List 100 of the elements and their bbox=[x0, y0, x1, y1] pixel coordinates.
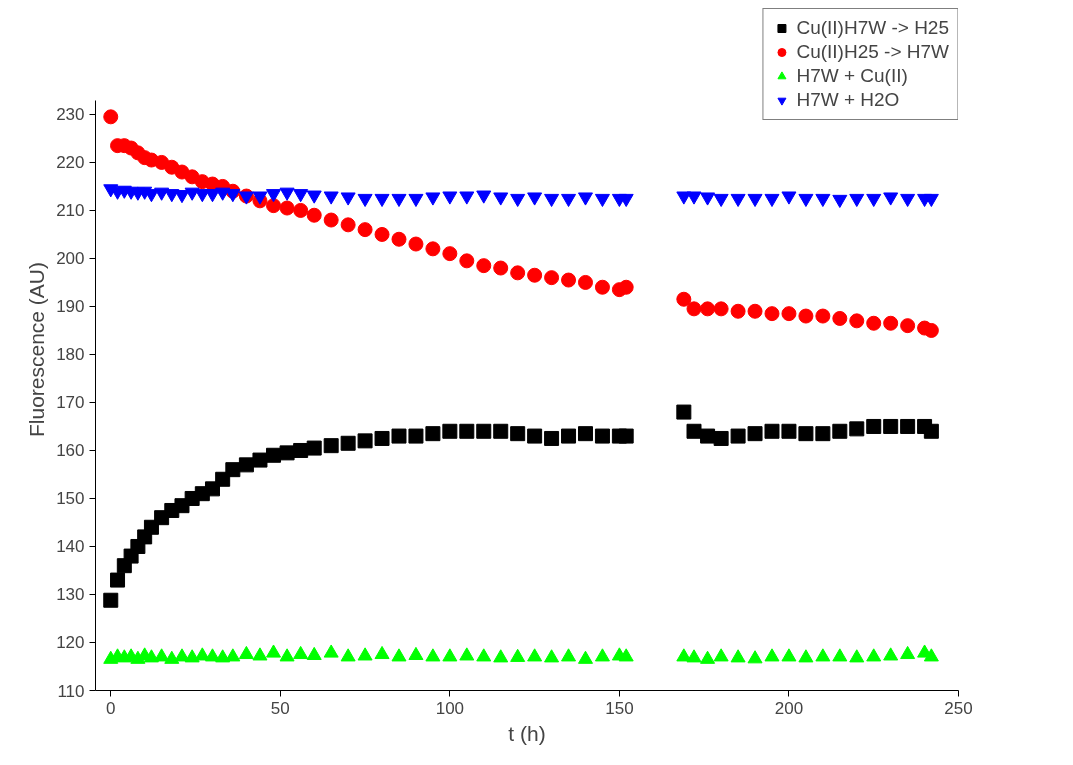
point bbox=[306, 646, 322, 660]
point bbox=[266, 644, 282, 658]
point bbox=[306, 440, 322, 456]
point bbox=[357, 193, 373, 208]
point bbox=[900, 645, 916, 660]
point bbox=[374, 226, 390, 242]
y-tick-label: 190 bbox=[56, 297, 85, 317]
y-tick-label: 180 bbox=[56, 345, 85, 365]
point bbox=[686, 649, 702, 663]
y-tick-label: 210 bbox=[56, 201, 85, 221]
point bbox=[923, 423, 939, 439]
point bbox=[510, 193, 526, 208]
point bbox=[618, 279, 634, 295]
point bbox=[340, 648, 356, 662]
x-tick-label: 100 bbox=[435, 698, 465, 718]
point bbox=[577, 192, 593, 206]
y-tick-label: 110 bbox=[57, 681, 85, 701]
point bbox=[798, 193, 814, 208]
point bbox=[561, 648, 577, 662]
point bbox=[357, 433, 373, 449]
point bbox=[476, 190, 492, 204]
point bbox=[923, 322, 939, 338]
point bbox=[764, 648, 780, 662]
point bbox=[700, 192, 716, 206]
point bbox=[900, 318, 916, 334]
point bbox=[293, 442, 309, 458]
point bbox=[849, 313, 865, 329]
point bbox=[577, 650, 593, 664]
point bbox=[306, 190, 322, 204]
point bbox=[293, 645, 309, 660]
y-tick-label: 230 bbox=[56, 105, 85, 125]
point bbox=[730, 649, 746, 663]
point bbox=[686, 423, 702, 439]
point bbox=[374, 430, 390, 446]
y-tick-label: 150 bbox=[56, 489, 85, 509]
y-tick-label: 130 bbox=[56, 585, 85, 605]
point bbox=[306, 207, 322, 223]
point bbox=[594, 648, 610, 662]
legend-label: H7W + Cu(II) bbox=[796, 65, 908, 87]
point bbox=[408, 646, 424, 660]
point bbox=[204, 189, 220, 203]
point bbox=[866, 648, 882, 662]
point bbox=[252, 452, 268, 468]
point bbox=[577, 274, 593, 290]
point bbox=[764, 306, 780, 322]
point bbox=[279, 445, 295, 461]
point bbox=[730, 193, 746, 208]
point bbox=[184, 649, 200, 663]
point bbox=[459, 253, 475, 269]
x-tick-label: 50 bbox=[270, 698, 290, 718]
point bbox=[266, 198, 282, 214]
point bbox=[832, 310, 848, 326]
point bbox=[238, 457, 254, 473]
point bbox=[815, 193, 831, 208]
point bbox=[442, 191, 458, 205]
point bbox=[618, 193, 634, 208]
point bbox=[849, 421, 865, 437]
point bbox=[883, 647, 899, 661]
point bbox=[676, 404, 692, 420]
point bbox=[815, 648, 831, 662]
x-tick-label: 200 bbox=[774, 698, 804, 718]
point bbox=[238, 645, 254, 660]
point bbox=[700, 301, 716, 317]
y-tick-label: 220 bbox=[56, 153, 85, 173]
point bbox=[225, 189, 241, 203]
point bbox=[459, 647, 475, 661]
point bbox=[713, 648, 729, 662]
point bbox=[900, 418, 916, 434]
point bbox=[883, 418, 899, 434]
point bbox=[866, 418, 882, 434]
point bbox=[391, 428, 407, 444]
point bbox=[527, 192, 543, 206]
point bbox=[408, 193, 424, 208]
point bbox=[781, 648, 797, 662]
point bbox=[866, 193, 882, 208]
point bbox=[279, 200, 295, 216]
x-axis-title: t (h) bbox=[508, 721, 546, 745]
point bbox=[594, 279, 610, 295]
point bbox=[764, 423, 780, 439]
point bbox=[832, 423, 848, 439]
point bbox=[544, 270, 560, 286]
point bbox=[866, 315, 882, 331]
legend-label: Cu(II)H25 -> H7W bbox=[796, 41, 949, 63]
point bbox=[476, 423, 492, 439]
point bbox=[700, 428, 716, 444]
point bbox=[266, 189, 282, 203]
point bbox=[476, 258, 492, 274]
point bbox=[747, 303, 763, 319]
point bbox=[459, 191, 475, 205]
point bbox=[442, 648, 458, 662]
x-tick-label: 250 bbox=[944, 698, 973, 718]
point bbox=[747, 426, 763, 442]
point bbox=[391, 231, 407, 247]
point bbox=[883, 315, 899, 331]
point bbox=[561, 193, 577, 208]
x-tick-label: 0 bbox=[106, 698, 116, 718]
point bbox=[459, 423, 475, 439]
y-tick-label: 170 bbox=[56, 393, 85, 413]
y-tick-label: 120 bbox=[56, 633, 85, 653]
point bbox=[798, 649, 814, 663]
